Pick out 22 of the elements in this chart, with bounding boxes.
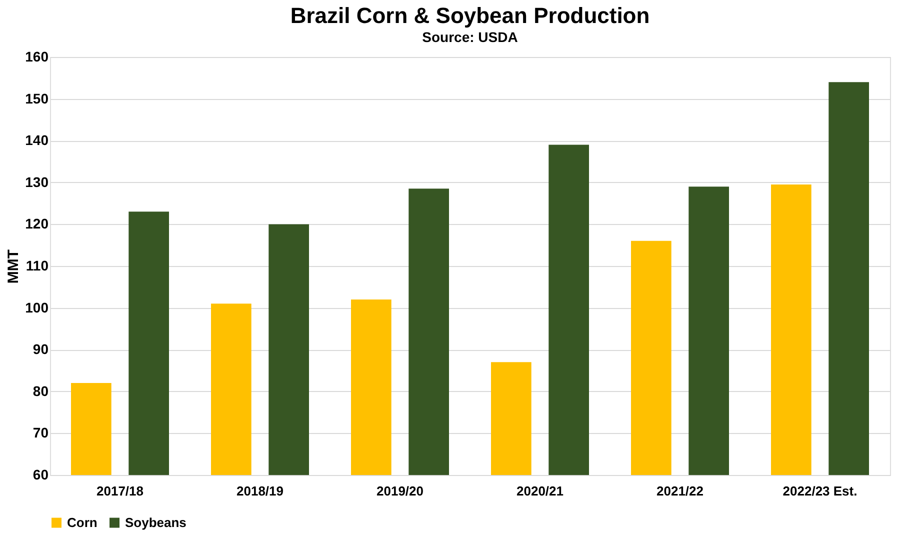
y-tick-label: 150 [25,90,49,106]
x-tick-label: 2017/18 [96,484,144,498]
legend-label: Soybeans [125,514,186,530]
y-tick-label: 60 [32,466,49,482]
y-tick-label: 110 [26,258,49,274]
y-axis-title: MMT [5,249,22,284]
x-tick-label: 2018/19 [236,484,284,498]
x-tick-label: 2019/20 [376,484,424,498]
legend-label: Corn [67,514,98,530]
y-tick-label: 80 [32,382,49,399]
chart-title: Brazil Corn & Soybean Production [290,3,650,28]
y-tick-label: 160 [25,48,49,64]
x-tick-label: 2022/23 Est. [782,484,858,498]
chart-subtitle: Source: USDA [422,29,518,45]
y-tick-label: 130 [25,174,49,190]
y-tick-label: 120 [25,216,49,232]
y-tick-label: 90 [32,341,49,358]
x-tick-label: 2020/21 [516,484,564,498]
y-tick-label: 140 [25,132,49,148]
y-tick-label: 100 [25,299,49,316]
y-tick-label: 70 [32,424,49,441]
x-tick-label: 2021/22 [656,484,704,498]
